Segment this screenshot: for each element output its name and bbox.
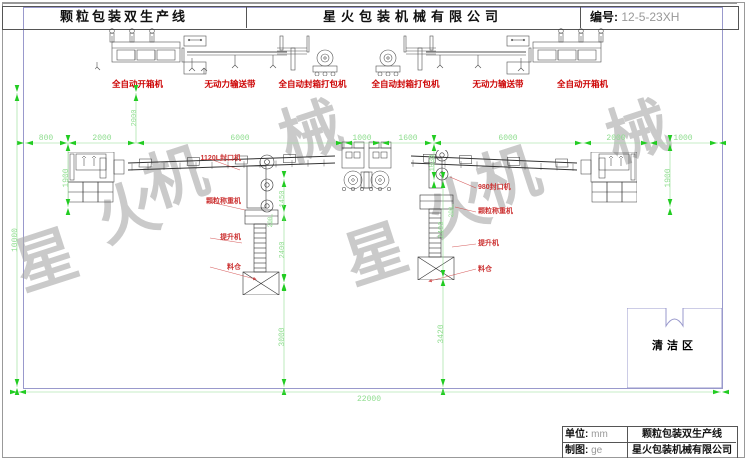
svg-text:200: 200	[267, 216, 274, 227]
svg-text:1030: 1030	[429, 155, 437, 172]
svg-text:1600: 1600	[398, 134, 417, 143]
svg-text:1000: 1000	[673, 134, 692, 143]
svg-text:1900: 1900	[664, 168, 673, 187]
svg-text:2000: 2000	[92, 134, 111, 143]
svg-text:3000: 3000	[278, 327, 287, 346]
svg-text:6000: 6000	[230, 134, 249, 143]
svg-text:2000: 2000	[131, 110, 139, 127]
svg-text:800: 800	[39, 134, 54, 143]
svg-text:1900: 1900	[62, 168, 71, 187]
svg-text:1450: 1450	[279, 191, 287, 208]
svg-text:1000: 1000	[352, 134, 371, 143]
svg-text:2400: 2400	[279, 242, 287, 259]
svg-text:3420: 3420	[437, 324, 446, 343]
svg-text:22000: 22000	[357, 395, 381, 404]
svg-text:2000: 2000	[606, 134, 625, 143]
svg-text:6000: 6000	[498, 134, 517, 143]
svg-text:10000: 10000	[11, 228, 20, 252]
svg-text:200: 200	[448, 206, 455, 217]
svg-text:2400: 2400	[438, 222, 446, 239]
